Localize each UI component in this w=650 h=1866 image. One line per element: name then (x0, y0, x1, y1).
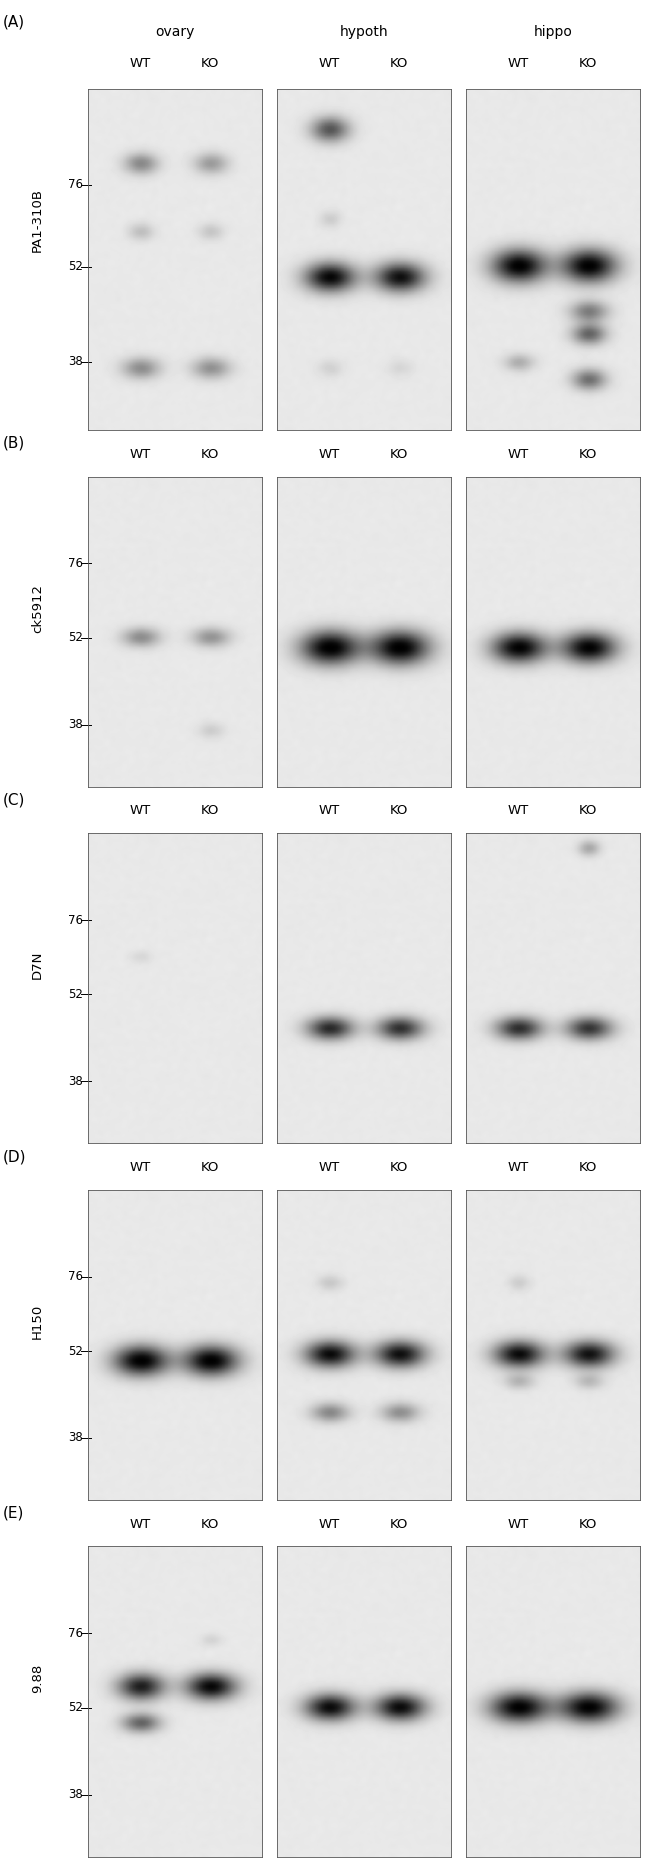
Text: WT: WT (508, 448, 528, 461)
Text: WT: WT (318, 58, 340, 71)
Text: KO: KO (201, 1517, 219, 1530)
Text: WT: WT (508, 1517, 528, 1530)
Text: KO: KO (578, 448, 597, 461)
Text: (A): (A) (3, 15, 25, 30)
Text: KO: KO (201, 58, 219, 71)
Text: 38: 38 (68, 718, 83, 731)
Text: H150: H150 (31, 1304, 44, 1340)
Text: KO: KO (201, 1161, 219, 1174)
Text: WT: WT (508, 804, 528, 817)
Text: KO: KO (390, 1161, 408, 1174)
Text: (D): (D) (3, 1149, 26, 1164)
Text: 76: 76 (68, 179, 83, 190)
Text: PA1-310B: PA1-310B (31, 188, 44, 252)
Text: WT: WT (318, 1161, 340, 1174)
Text: KO: KO (390, 804, 408, 817)
Text: WT: WT (129, 58, 151, 71)
Text: hippo: hippo (534, 24, 573, 39)
Text: (C): (C) (3, 793, 25, 808)
Text: KO: KO (578, 58, 597, 71)
Text: KO: KO (390, 58, 408, 71)
Text: KO: KO (390, 1517, 408, 1530)
Text: D7N: D7N (31, 952, 44, 980)
Text: WT: WT (129, 804, 151, 817)
Text: 52: 52 (68, 1345, 83, 1358)
Text: 52: 52 (68, 987, 83, 1000)
Text: 76: 76 (68, 914, 83, 927)
Text: 76: 76 (68, 556, 83, 569)
Text: 52: 52 (68, 631, 83, 644)
Text: 38: 38 (68, 1431, 83, 1444)
Text: WT: WT (318, 448, 340, 461)
Text: 9.88: 9.88 (31, 1664, 44, 1692)
Text: WT: WT (508, 58, 528, 71)
Text: KO: KO (201, 804, 219, 817)
Text: 76: 76 (68, 1627, 83, 1640)
Text: hypoth: hypoth (340, 24, 388, 39)
Text: KO: KO (390, 448, 408, 461)
Text: WT: WT (508, 1161, 528, 1174)
Text: 38: 38 (68, 1075, 83, 1088)
Text: WT: WT (318, 1517, 340, 1530)
Text: WT: WT (129, 1517, 151, 1530)
Text: KO: KO (578, 1161, 597, 1174)
Text: ck5912: ck5912 (31, 584, 44, 633)
Text: WT: WT (129, 448, 151, 461)
Text: 76: 76 (68, 1271, 83, 1284)
Text: (E): (E) (3, 1506, 24, 1521)
Text: 38: 38 (68, 356, 83, 368)
Text: WT: WT (129, 1161, 151, 1174)
Text: 52: 52 (68, 1702, 83, 1715)
Text: KO: KO (201, 448, 219, 461)
Text: 52: 52 (68, 259, 83, 272)
Text: (B): (B) (3, 437, 25, 452)
Text: ovary: ovary (155, 24, 195, 39)
Text: KO: KO (578, 804, 597, 817)
Text: KO: KO (578, 1517, 597, 1530)
Text: 38: 38 (68, 1788, 83, 1801)
Text: WT: WT (318, 804, 340, 817)
